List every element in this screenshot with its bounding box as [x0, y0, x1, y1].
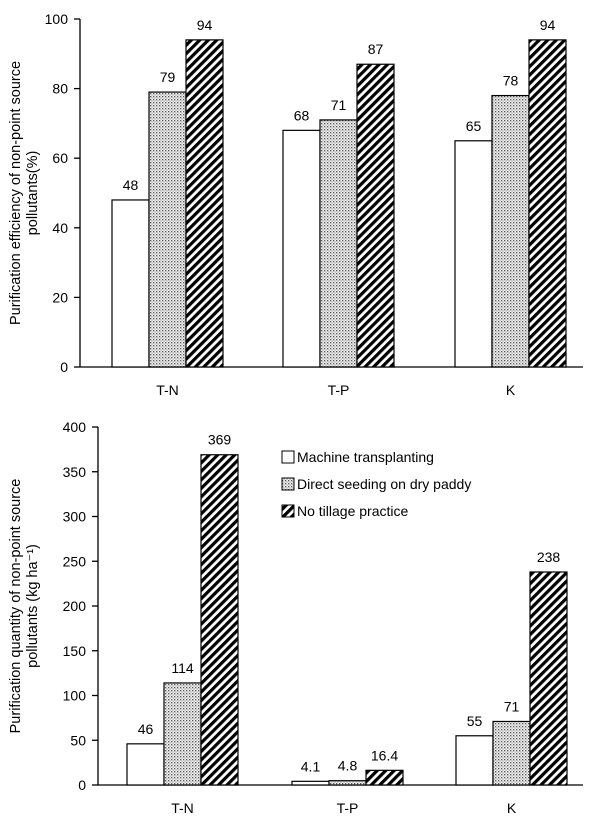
data-label: 71: [331, 97, 347, 113]
y-axis-title: Purification quantity of non-point sourc…: [8, 479, 41, 734]
y-tick-label: 40: [52, 220, 68, 236]
bar-direct-seeding-tp: [328, 780, 367, 786]
y-tick-label: 60: [52, 150, 68, 166]
bar-no-tillage-tn: [185, 39, 224, 368]
data-label: 71: [504, 698, 520, 714]
bar-no-tillage-k: [529, 571, 568, 786]
bar-direct-seeding-k: [492, 720, 531, 786]
bar-no-tillage-k: [528, 39, 567, 368]
bar-machine-transplanting-tp: [282, 129, 321, 368]
y-tick-label: 20: [52, 289, 68, 305]
x-tick-label: K: [506, 382, 516, 398]
y-tick-label: 50: [70, 732, 86, 748]
data-label: 87: [368, 41, 384, 57]
data-label: 369: [208, 432, 232, 448]
chart-efficiency: 0 20 40 60 80 100 Purification efficiency of n…: [8, 11, 583, 398]
legend-label-no-tillage: No tillage practice: [297, 503, 408, 519]
bar-machine-transplanting-tn: [111, 199, 150, 368]
y-tick-label: 0: [78, 777, 86, 793]
y-axis-title-line: pollutants (kg ha⁻¹): [25, 544, 41, 668]
y-tick-label: 400: [63, 419, 87, 435]
data-label: 65: [466, 118, 482, 134]
data-label: 68: [294, 107, 310, 123]
bar-machine-transplanting-k: [455, 735, 494, 786]
data-label: 48: [123, 177, 139, 193]
y-tick-label: 0: [60, 359, 68, 375]
y-tick-label: 200: [63, 598, 87, 614]
chart-quantity: 0 50 100 150 200 250 300 350 400 Purification qua…: [8, 419, 583, 816]
bar-direct-seeding-tp: [319, 119, 358, 368]
bar-direct-seeding-k: [491, 94, 530, 368]
data-label: 16.4: [371, 747, 398, 763]
legend-swatch-machine-transplanting: [281, 450, 295, 464]
bar-no-tillage-tp: [356, 63, 395, 368]
data-label: 94: [197, 17, 213, 33]
y-tick-label: 350: [63, 464, 87, 480]
bar-no-tillage-tp: [365, 769, 404, 786]
y-axis-title-line: Purification efficiency of non-point sou…: [8, 61, 24, 325]
data-label: 4.1: [301, 758, 321, 774]
bar-machine-transplanting-k: [454, 140, 493, 368]
bar-direct-seeding-tn: [163, 682, 202, 786]
y-tick-label: 80: [52, 81, 68, 97]
data-label: 94: [540, 17, 556, 33]
data-label: 55: [467, 713, 483, 729]
y-axis-title-line: Purification quantity of non-point sourc…: [8, 479, 24, 734]
legend-swatch-direct-seeding: [281, 477, 295, 491]
bar-machine-transplanting-tp: [291, 780, 330, 786]
legend-label-direct-seeding: Direct seeding on dry paddy: [297, 476, 471, 492]
x-tick-label: T-P: [328, 382, 350, 398]
y-axis-title-line: pollutants(%): [25, 151, 41, 236]
y-tick-label: 150: [63, 643, 87, 659]
legend-label-machine-transplanting: Machine transplanting: [297, 449, 434, 465]
x-tick-label: T-P: [337, 800, 359, 816]
y-axis-title: Purification efficiency of non-point sou…: [8, 61, 41, 325]
x-tick-label: T-N: [171, 800, 194, 816]
data-label: 78: [503, 73, 519, 89]
y-tick-label: 100: [45, 11, 69, 27]
bar-no-tillage-tn: [200, 454, 239, 786]
y-tick-label: 300: [63, 509, 87, 525]
x-tick-label: T-N: [156, 382, 179, 398]
legend-swatch-no-tillage: [281, 504, 295, 518]
data-label: 4.8: [338, 758, 358, 774]
bar-machine-transplanting-tn: [126, 743, 165, 786]
data-label: 79: [160, 69, 176, 85]
data-label: 46: [138, 721, 154, 737]
data-label: 238: [537, 549, 561, 565]
x-tick-label: K: [507, 800, 517, 816]
y-tick-label: 250: [63, 553, 87, 569]
y-tick-label: 100: [63, 688, 87, 704]
bar-direct-seeding-tn: [148, 91, 187, 368]
data-label: 114: [171, 660, 194, 676]
